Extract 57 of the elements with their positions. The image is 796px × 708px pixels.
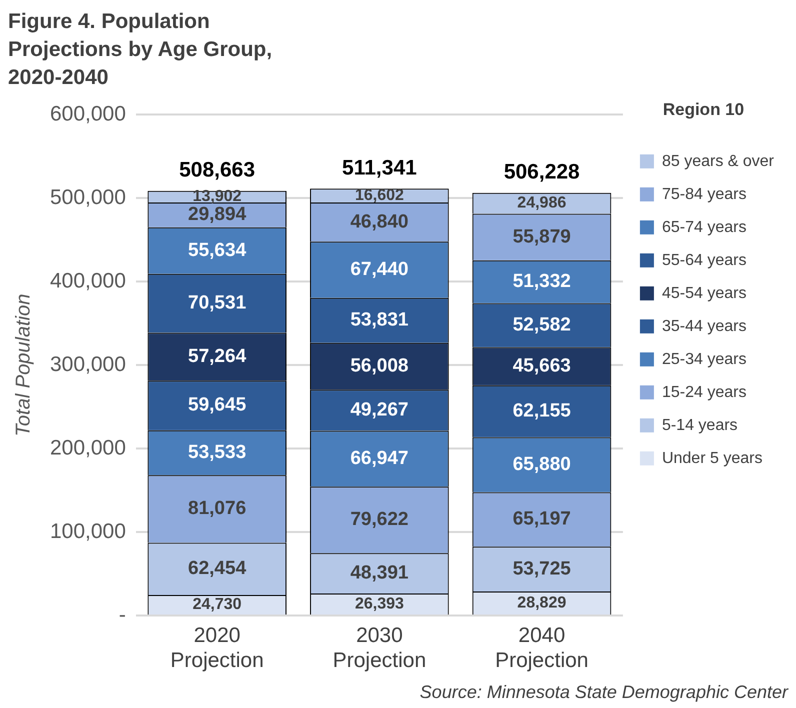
data-label: 26,393: [354, 595, 404, 612]
y-tick-label: 300,000: [50, 352, 126, 376]
source-note: Source: Minnesota State Demographic Center: [418, 682, 788, 703]
y-tick-label: 500,000: [50, 186, 126, 209]
legend-label: 25-34 years: [662, 350, 746, 368]
y-tick-label: 200,000: [50, 436, 126, 460]
data-label: 65,880: [512, 454, 571, 475]
data-label: 48,391: [350, 562, 409, 584]
total-label: 511,341: [342, 156, 418, 180]
data-label: 55,879: [512, 226, 571, 248]
legend-label: 35-44 years: [662, 318, 746, 335]
y-tick-label: -: [118, 603, 126, 626]
chart-title: Figure 4. Population Projections by Age Group, 2020-2040: [8, 9, 274, 91]
data-label: 53,533: [188, 442, 246, 463]
data-label: 66,947: [350, 448, 408, 469]
y-axis-title: Total Population: [12, 294, 35, 436]
data-label: 52,582: [512, 314, 571, 336]
legend-label: Under 5 years: [662, 450, 762, 467]
data-label: 79,622: [350, 509, 408, 530]
legend-title: Region 10: [662, 100, 744, 120]
data-label: 51,332: [512, 271, 571, 292]
legend-label: 45-54 years: [662, 284, 746, 302]
y-tick-label: 400,000: [50, 269, 126, 292]
data-label: 53,831: [350, 310, 409, 331]
x-tick-label: 2040 Projection: [495, 624, 588, 672]
data-label: 24,730: [192, 596, 242, 614]
y-tick-label: 600,000: [50, 102, 126, 126]
data-label: 55,634: [188, 240, 247, 261]
data-label: 28,829: [517, 594, 566, 612]
legend-label: 15-24 years: [662, 384, 746, 401]
data-label: 62,454: [188, 558, 247, 580]
data-label: 62,155: [512, 400, 572, 422]
data-label: 13,902: [192, 188, 242, 206]
y-tick-label: 100,000: [50, 520, 126, 543]
data-label: 59,645: [188, 394, 247, 416]
legend-label: 65-74 years: [662, 218, 746, 236]
data-label: 81,076: [188, 498, 246, 520]
data-label: 53,725: [512, 558, 572, 580]
data-label: 57,264: [188, 346, 247, 367]
data-label: 46,840: [350, 211, 408, 232]
data-label: 16,602: [354, 186, 404, 204]
data-label: 56,008: [350, 355, 408, 376]
legend-label: 85 years & over: [662, 152, 775, 170]
data-label: 67,440: [350, 258, 408, 280]
data-label: 65,197: [512, 508, 571, 530]
legend-label: 55-64 years: [662, 252, 746, 269]
data-label: 29,894: [188, 204, 247, 226]
data-label: 49,267: [350, 399, 408, 420]
legend-label: 75-84 years: [662, 186, 746, 203]
total-label: 506,228: [504, 160, 580, 184]
data-label: 24,986: [517, 194, 566, 212]
data-label: 45,663: [512, 355, 571, 376]
data-label: 70,531: [188, 292, 247, 314]
x-tick-label: 2020 Projection: [170, 624, 264, 672]
x-tick-label: 2030 Projection: [332, 624, 426, 672]
total-label: 508,663: [179, 158, 256, 182]
legend-label: 5-14 years: [662, 416, 738, 434]
